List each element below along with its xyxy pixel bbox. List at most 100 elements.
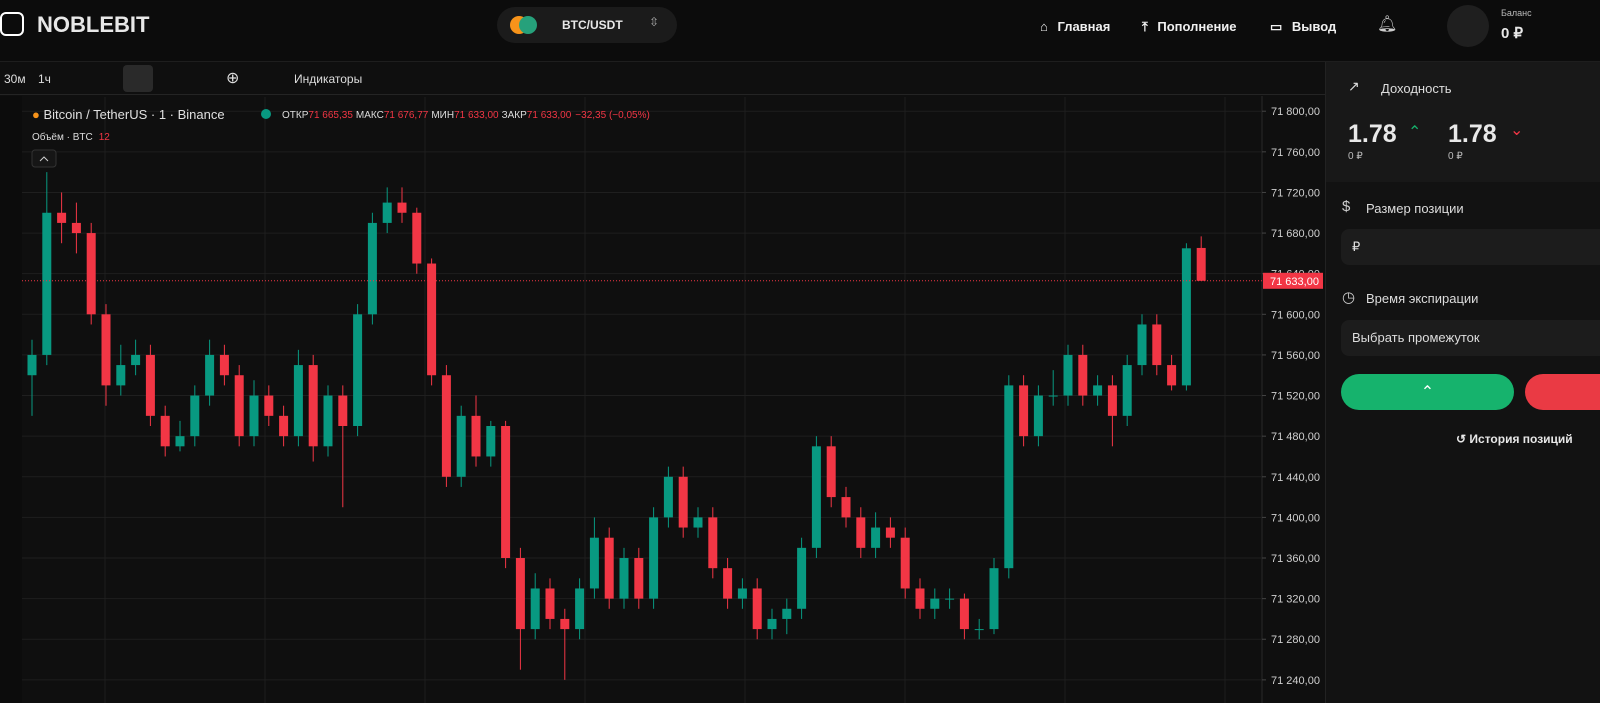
candle-body [589,537,599,589]
candle-body [1078,354,1088,396]
candle-body [560,618,570,630]
open: 71 665,35 [308,110,353,121]
candle-body [885,527,895,538]
expiry-input[interactable]: Выбрать промежуток [1341,320,1600,356]
candle-body [545,588,555,619]
collapse-button[interactable] [31,149,57,168]
candle-body [900,537,910,589]
tool-strip [0,96,22,703]
payout-title: Доходность [1381,81,1452,96]
candle-body [397,202,407,213]
candle-body [27,354,37,376]
candle-body [145,354,155,416]
down-payout: 1.78 [1448,120,1497,148]
logo: NOBLEBIT [37,12,150,37]
candle-body [234,375,244,437]
nav-label: Пополнение [1157,19,1237,34]
candle-body [841,497,851,518]
y-tick-label: 71 560,00 [1271,350,1320,362]
interval[interactable]: 1ч [38,72,51,86]
avatar[interactable] [1447,5,1489,47]
top-bar: NOBLEBIT BTC/USDT ⇳ ⌂ Главная ⤒ Пополнен… [0,0,1600,62]
candle-body [57,212,67,223]
nav-deposit[interactable]: ⤒ Пополнение [1142,19,1237,34]
volume-label: Объём · BTC [32,131,93,143]
low-label: МИН [431,110,454,121]
candle-body [42,212,52,355]
y-tick-label: 71 280,00 [1271,634,1320,646]
volume-value: 12 [99,132,111,143]
candle-body [693,517,703,528]
candle-body [945,598,955,600]
candle-body [1181,248,1191,386]
candle-body [649,517,659,599]
history-label: История позиций [1469,432,1573,446]
candle-body [663,476,673,518]
y-tick-label: 71 760,00 [1271,147,1320,159]
candle-body [782,608,792,619]
candle-body [293,365,303,437]
logo-icon [0,12,24,36]
candle-body [412,212,422,264]
y-tick-label: 71 720,00 [1271,187,1320,199]
candle-body [219,354,229,376]
candle-body [382,202,392,223]
candle-body [915,588,925,609]
candle-body [1152,324,1162,366]
y-tick-label: 71 360,00 [1271,553,1320,565]
collapse-icon [39,156,49,162]
candle-body [752,588,762,630]
pair-selector[interactable]: BTC/USDT ⇳ [497,7,677,43]
y-tick-label: 71 400,00 [1271,512,1320,524]
candle-body [190,395,200,437]
candle-body [249,395,259,437]
y-tick-label: 71 800,00 [1271,106,1320,118]
candle-body [871,527,881,548]
candle-body [101,314,111,386]
nav-home[interactable]: ⌂ Главная [1040,19,1111,34]
change: −32,35 (−0,05%) [575,110,650,121]
candle-body [427,263,437,376]
candle-body [323,395,333,447]
trade-panel: ↗ Доходность 1.78 ⌃ 0 ₽ 1.78 ⌄ 0 ₽ $ Раз… [1325,62,1600,703]
up-payout: 1.78 [1348,120,1397,148]
sell-button[interactable] [1525,374,1600,410]
add[interactable]: ⊕ [226,70,240,87]
balance: 0 ₽ [1501,25,1524,42]
down-amount: 0 ₽ [1448,151,1463,162]
candle-mode[interactable] [123,65,153,92]
candle-body [471,415,481,457]
last-price-label: 71 633,00 [1270,276,1319,288]
candle-body [131,354,141,366]
pair: BTC/USDT [562,18,623,32]
candle-body [353,314,363,427]
size-label: Размер позиции [1366,201,1464,216]
candle-body [989,568,999,630]
y-tick-label: 71 240,00 [1271,675,1320,687]
nav-withdraw[interactable]: ▭ Вывод [1270,19,1337,34]
y-tick-label: 71 440,00 [1271,472,1320,484]
candle-body [175,436,185,447]
high: 71 676,77 [384,110,429,121]
candle-body [441,375,451,477]
buy-button[interactable]: ⌃ [1341,374,1514,410]
indicators[interactable]: Индикаторы [294,72,363,86]
symbol-name: Bitcoin / TetherUS · 1 · Binance [43,107,224,122]
chart-toolbar: 30м 1ч ⊕ Индикаторы [0,62,1325,95]
candle-body [619,558,629,599]
candle-body [1048,395,1058,397]
nav-label: Главная [1057,19,1111,34]
close: 71 633,00 [527,110,572,121]
candle-body [160,415,170,447]
y-tick-label: 71 480,00 [1271,431,1320,443]
interval[interactable]: 30м [4,72,26,86]
expiry-label: Время экспирации [1366,291,1479,306]
candle-body [86,233,96,315]
candle-body [486,426,496,457]
ohlc: ОТКР71 665,35 МАКС71 676,77 МИН71 633,00 ЗА… [282,110,650,121]
chart: 71 240,00 71 280,00 71 320,00 71 360,00 71 4… [0,96,1323,703]
size-input[interactable]: ₽ [1341,229,1600,265]
history-link[interactable]: ↺ История позиций [1456,432,1573,446]
bell[interactable]: 🔔︎ [1377,16,1398,33]
